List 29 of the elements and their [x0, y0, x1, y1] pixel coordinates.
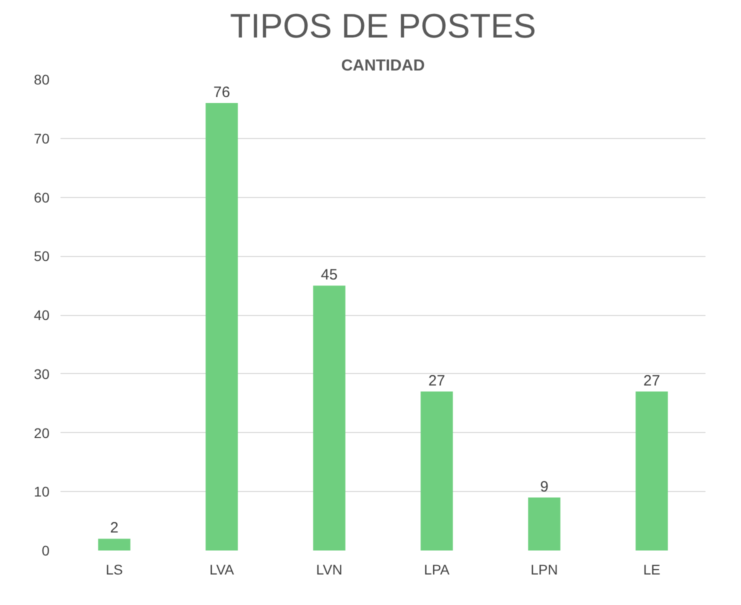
bar	[636, 392, 668, 550]
y-tick-label: 70	[34, 130, 50, 146]
bar	[528, 498, 560, 550]
x-tick-label: LVN	[316, 562, 342, 578]
data-label: 27	[428, 372, 446, 390]
x-tick-label: LS	[106, 562, 123, 578]
y-tick-label: 40	[34, 307, 50, 323]
bar	[206, 103, 238, 550]
bar	[98, 538, 130, 550]
y-tick-label: 0	[42, 542, 50, 558]
data-label: 76	[213, 84, 230, 102]
y-tick-label: 20	[34, 424, 50, 441]
bar	[313, 286, 346, 550]
y-tick-label: 10	[34, 484, 50, 500]
chart-subtitle: CANTIDAD	[341, 58, 425, 74]
data-label: 27	[643, 372, 660, 390]
data-label: 2	[110, 520, 118, 537]
x-tick-label: LPA	[424, 562, 450, 578]
data-label: 45	[320, 266, 338, 284]
x-tick-label: LE	[643, 562, 660, 578]
y-tick-label: 50	[34, 248, 50, 264]
x-tick-label: LVA	[210, 562, 235, 578]
y-tick-label: 30	[34, 366, 50, 382]
data-label: 9	[540, 478, 548, 496]
chart-title: TIPOS DE POSTES	[230, 8, 536, 46]
bar	[420, 392, 453, 550]
x-tick-label: LPN	[530, 562, 558, 578]
y-tick-label: 80	[34, 72, 50, 88]
y-tick-label: 60	[34, 189, 50, 206]
